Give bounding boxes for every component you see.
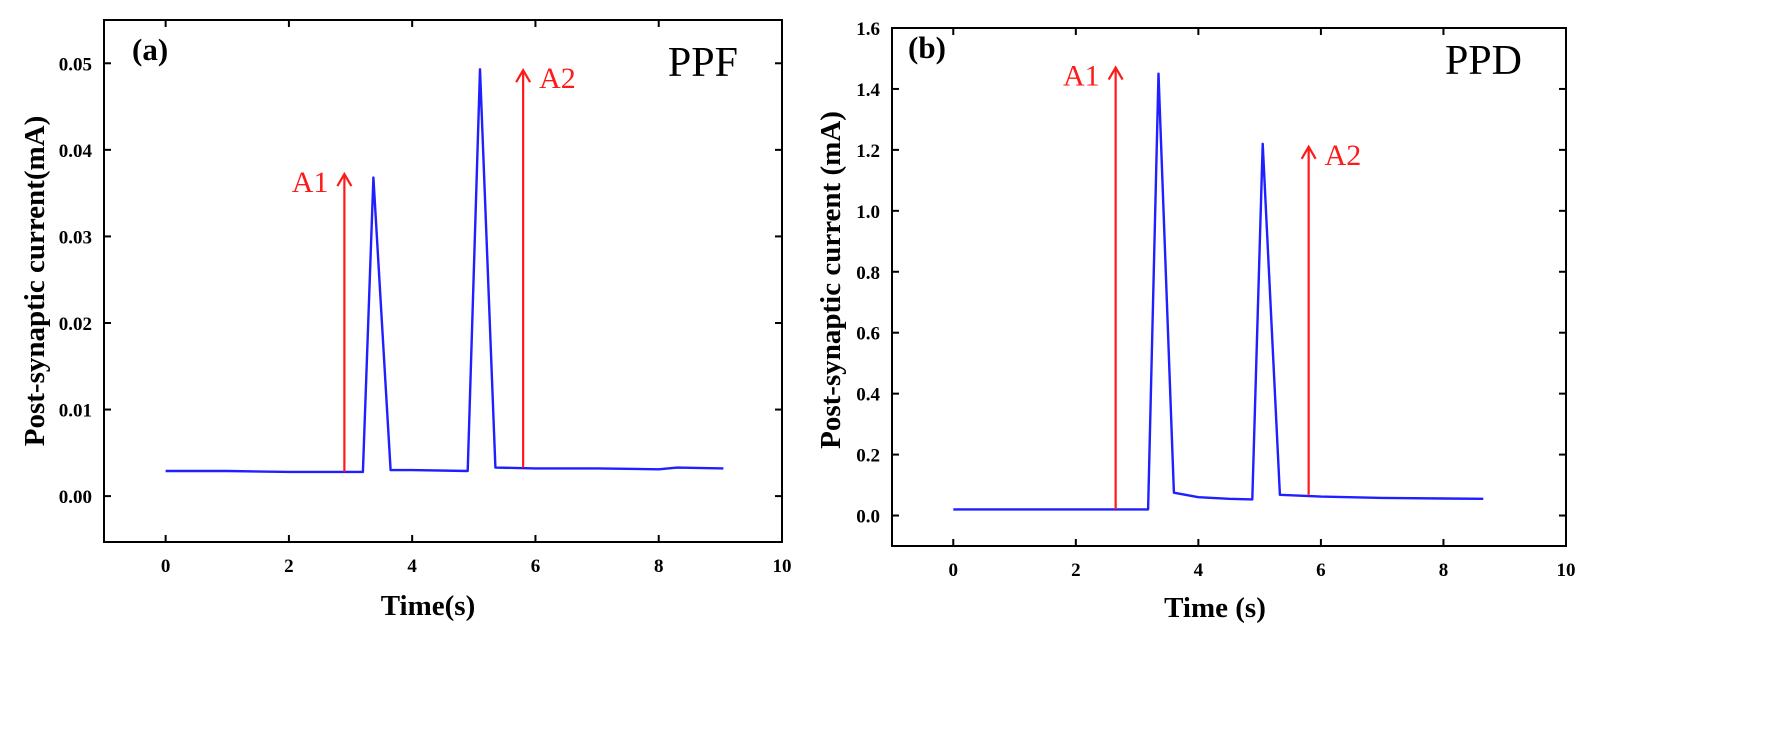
series-line-current xyxy=(165,68,724,474)
y-tick-label: 0.6 xyxy=(856,324,880,345)
chart-ticks: 0 2 4 6 8 10 0.0 0.2 0.4 0.6 0.8 1.0 1.2 1.4 1.6 xyxy=(856,19,1575,581)
y-tick-label: 0.03 xyxy=(59,227,92,248)
chart-plot xyxy=(165,68,724,474)
x-tick-label: 8 xyxy=(654,556,664,577)
arrow-a2-label: A2 xyxy=(539,62,576,95)
arrow-a1-label: A1 xyxy=(1063,60,1100,93)
y-axis-title: Post-synaptic current (mA) xyxy=(815,111,847,449)
x-tick-label: 10 xyxy=(1557,560,1576,581)
arrow-a2-head xyxy=(515,68,532,83)
arrow-a2-label: A2 xyxy=(1325,139,1362,172)
y-tick-label: 0.05 xyxy=(59,54,92,75)
series-line-current xyxy=(953,72,1484,511)
chart-annotations: A1 A2 xyxy=(292,62,576,472)
plot-area-border xyxy=(891,27,1567,547)
chart-title: PPD xyxy=(1445,38,1522,84)
y-tick-label: 0.0 xyxy=(856,507,880,528)
panel-label: (b) xyxy=(908,30,946,65)
arrow-a1-head xyxy=(1107,65,1124,81)
arrow-a2-head xyxy=(1300,144,1317,160)
arrow-a1-label: A1 xyxy=(292,166,329,199)
y-tick-label: 0.2 xyxy=(856,446,880,467)
x-tick-label: 0 xyxy=(949,560,959,581)
x-tick-label: 4 xyxy=(1194,560,1204,581)
x-tick-label: 8 xyxy=(1439,560,1449,581)
chart-ppf: 0 2 4 6 8 10 0.00 0.01 0.02 0.03 0.04 0.05 A1 A2 (a)… xyxy=(19,19,792,622)
y-tick-label: 1.6 xyxy=(856,19,880,40)
chart-plot xyxy=(953,72,1484,511)
chart-ticks: 0 2 4 6 8 10 0.00 0.01 0.02 0.03 0.04 0.05 xyxy=(59,20,792,577)
x-tick-label: 6 xyxy=(1316,560,1326,581)
y-tick-label: 1.4 xyxy=(856,80,880,101)
chart-annotations: A1 A2 xyxy=(1063,60,1361,510)
y-tick-label: 0.4 xyxy=(856,385,880,406)
x-tick-label: 10 xyxy=(773,556,792,577)
x-axis-title: Time(s) xyxy=(381,590,476,622)
plot-area-border xyxy=(103,19,783,543)
chart-frame xyxy=(103,19,783,543)
x-tick-label: 6 xyxy=(531,556,541,577)
y-axis-title: Post-synaptic current(mA) xyxy=(19,116,51,446)
panel-label: (a) xyxy=(132,32,168,67)
x-tick-label: 2 xyxy=(1071,560,1081,581)
y-tick-label: 0.8 xyxy=(856,263,880,284)
y-tick-label: 1.2 xyxy=(856,141,880,162)
y-tick-label: 0.01 xyxy=(59,401,92,422)
x-tick-label: 0 xyxy=(161,556,171,577)
x-tick-label: 4 xyxy=(407,556,417,577)
y-tick-label: 0.04 xyxy=(59,141,93,162)
y-tick-label: 0.00 xyxy=(59,487,92,508)
arrow-a1-head xyxy=(336,171,353,187)
x-axis-title: Time (s) xyxy=(1164,592,1266,624)
chart-title: PPF xyxy=(668,40,738,86)
chart-ppd: 0 2 4 6 8 100.00.20.40.60.81.01.21.41.6 A1A2 … xyxy=(815,19,1576,624)
y-tick-label: 0.02 xyxy=(59,314,92,335)
y-tick-label: 1.0 xyxy=(856,202,880,223)
x-tick-label: 2 xyxy=(284,556,294,577)
chart-frame xyxy=(891,27,1567,547)
